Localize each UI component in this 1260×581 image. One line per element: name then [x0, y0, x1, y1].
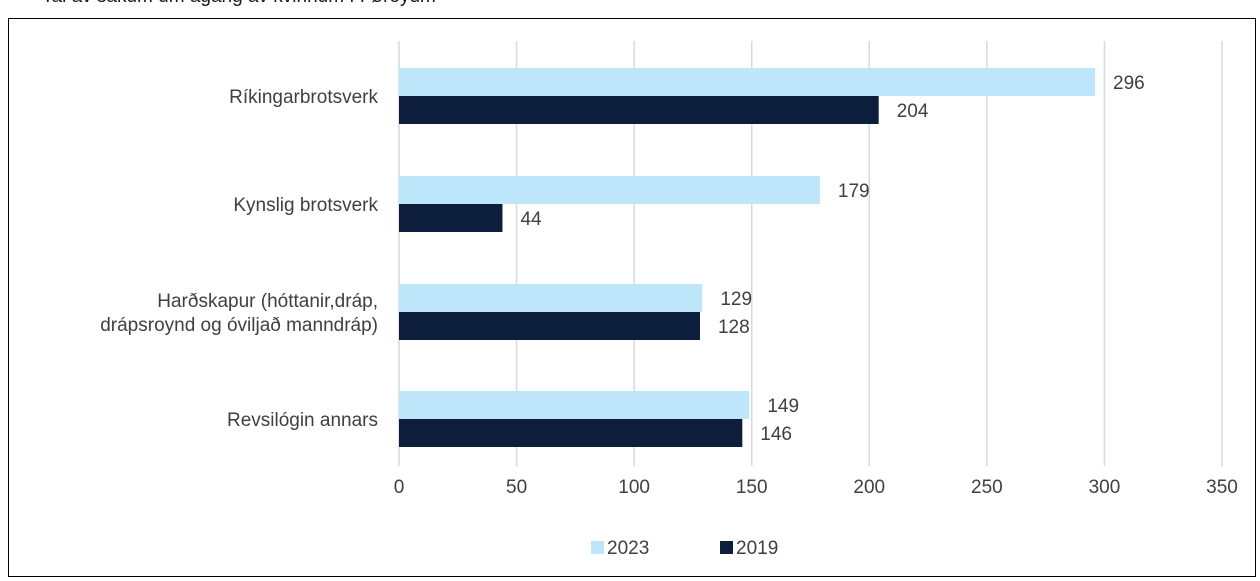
chart-frame: 296 179 129 149 204 44 128 146 Ríkingarbrotsver… [8, 18, 1256, 577]
x-tick-label: 200 [853, 477, 885, 498]
bar-2023-2 [399, 284, 703, 312]
x-tick-label: 50 [506, 477, 527, 498]
data-label-2023-2: 129 [720, 289, 752, 310]
bar-chart: 296 179 129 149 204 44 128 146 Ríkingarbrotsver… [100, 41, 1238, 559]
x-tick-label: 150 [736, 477, 768, 498]
legend: 2023 2019 [591, 538, 778, 559]
data-label-2019-2: 128 [718, 317, 750, 338]
category-label: Revsilógin annars [227, 410, 378, 431]
category-label: drápsroynd og óviljað manndráp) [100, 315, 378, 336]
data-label-2023-3: 149 [767, 396, 799, 417]
data-label-2023-0: 296 [1113, 73, 1145, 94]
category-label: Kynslig brotsverk [233, 195, 378, 216]
bar-2023-0 [399, 68, 1096, 96]
data-label-2019-3: 146 [760, 424, 792, 445]
data-label-2023-1: 179 [838, 181, 870, 202]
legend-swatch-2019 [720, 541, 733, 554]
bar-2023-1 [399, 176, 820, 204]
data-label-2019-0: 204 [897, 101, 929, 122]
x-tick-label: 250 [971, 477, 1003, 498]
bar-2023-3 [399, 391, 750, 419]
bar-2019-0 [399, 96, 879, 124]
bars [399, 68, 1096, 447]
x-tick-label: 0 [394, 477, 405, 498]
bar-2019-1 [399, 204, 503, 232]
x-axis-ticks: 0 50 100 150 200 250 300 350 [394, 477, 1238, 498]
data-labels: 296 179 129 149 204 44 128 146 [520, 73, 1144, 445]
x-tick-label: 100 [618, 477, 650, 498]
x-tick-label: 300 [1089, 477, 1121, 498]
legend-label-2019: 2019 [736, 538, 778, 559]
data-label-2019-1: 44 [520, 209, 542, 230]
legend-swatch-2023 [591, 541, 604, 554]
category-label: Harðskapur (hóttanir,dráp, [157, 291, 378, 312]
chart-title-clipped: Tal av sakum um ágang av kvinnum í Føroy… [42, 0, 436, 8]
category-label: Ríkingarbrotsverk [229, 87, 378, 108]
category-labels: Ríkingarbrotsverk Kynslig brotsverk Harðsk… [100, 87, 378, 431]
legend-label-2023: 2023 [607, 538, 649, 559]
x-tick-label: 350 [1206, 477, 1238, 498]
bar-2019-3 [399, 419, 743, 447]
bar-2019-2 [399, 312, 700, 340]
